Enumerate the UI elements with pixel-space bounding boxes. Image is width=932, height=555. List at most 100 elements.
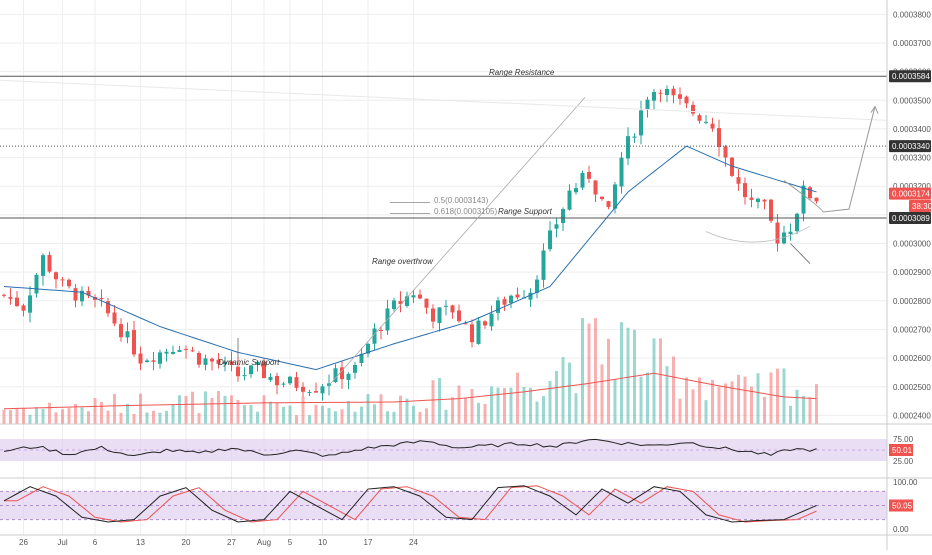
candle-body[interactable] — [463, 323, 468, 325]
projection-arrow[interactable] — [783, 106, 876, 213]
candle-body[interactable] — [496, 300, 500, 313]
candle-body[interactable] — [229, 361, 234, 365]
candle-body[interactable] — [314, 391, 318, 393]
candle-body[interactable] — [223, 361, 227, 365]
candle-body[interactable] — [47, 254, 52, 272]
candle-body[interactable] — [405, 296, 409, 307]
candle-body[interactable] — [717, 128, 721, 148]
candle-body[interactable] — [808, 187, 812, 199]
candle-body[interactable] — [366, 343, 370, 354]
candle-body[interactable] — [236, 366, 240, 377]
candle-body[interactable] — [567, 190, 572, 210]
candle-body[interactable] — [60, 279, 65, 281]
candle-body[interactable] — [424, 298, 429, 308]
candle-body[interactable] — [639, 110, 643, 136]
candle-body[interactable] — [574, 188, 578, 193]
candle-body[interactable] — [782, 232, 786, 244]
candle-body[interactable] — [346, 373, 351, 380]
drawings[interactable] — [0, 75, 888, 386]
candle-body[interactable] — [216, 359, 221, 364]
candle-body[interactable] — [665, 89, 669, 96]
candle-body[interactable] — [242, 375, 247, 377]
candle-body[interactable] — [736, 177, 741, 184]
candle-body[interactable] — [54, 272, 58, 280]
candle-body[interactable] — [177, 349, 182, 353]
range-resistance-label[interactable]: Range Resistance — [489, 68, 555, 77]
candle-body[interactable] — [320, 386, 325, 394]
candle-body[interactable] — [769, 199, 773, 221]
candle-body[interactable] — [288, 376, 292, 384]
candle-body[interactable] — [541, 250, 546, 280]
candle-body[interactable] — [106, 301, 110, 314]
candle-body[interactable] — [210, 358, 214, 362]
candle-body[interactable] — [67, 279, 71, 287]
candle-body[interactable] — [704, 121, 708, 123]
candle-body[interactable] — [158, 352, 162, 364]
candle-body[interactable] — [606, 201, 611, 208]
candle-body[interactable] — [28, 295, 32, 313]
candle-body[interactable] — [411, 295, 416, 298]
candle-body[interactable] — [684, 96, 689, 104]
candle-body[interactable] — [249, 365, 253, 375]
candle-body[interactable] — [548, 230, 552, 250]
candle-body[interactable] — [112, 312, 117, 324]
candle-body[interactable] — [197, 352, 201, 365]
candle-body[interactable] — [15, 297, 19, 307]
candle-body[interactable] — [34, 274, 39, 294]
candle-body[interactable] — [788, 231, 793, 235]
candle-body[interactable] — [190, 350, 195, 352]
candle-body[interactable] — [444, 305, 448, 307]
candle-body[interactable] — [535, 279, 539, 293]
candle-body[interactable] — [756, 198, 760, 203]
candle-body[interactable] — [301, 386, 305, 392]
candle-body[interactable] — [171, 351, 175, 354]
candle-body[interactable] — [418, 294, 422, 299]
candle-body[interactable] — [561, 209, 565, 224]
candle-body[interactable] — [379, 330, 383, 332]
candle-body[interactable] — [645, 99, 650, 110]
candle-body[interactable] — [275, 375, 279, 386]
candle-body[interactable] — [710, 123, 715, 129]
candle-body[interactable] — [138, 353, 143, 364]
candle-body[interactable] — [457, 310, 461, 322]
dynamic-support-label[interactable]: Dynamic Support — [218, 358, 280, 367]
candle-body[interactable] — [262, 361, 266, 379]
candle-body[interactable] — [398, 301, 403, 305]
candle-body[interactable] — [691, 104, 695, 114]
candle-body[interactable] — [327, 383, 331, 386]
candle-body[interactable] — [730, 157, 734, 176]
candle-body[interactable] — [184, 348, 188, 350]
candle-body[interactable] — [554, 224, 559, 229]
candle-body[interactable] — [132, 330, 136, 355]
candle-body[interactable] — [600, 196, 604, 200]
candle-body[interactable] — [502, 299, 507, 305]
candle-body[interactable] — [509, 295, 513, 304]
candle-body[interactable] — [723, 146, 728, 158]
candle-body[interactable] — [801, 185, 806, 214]
candle-body[interactable] — [203, 358, 208, 365]
candle-body[interactable] — [652, 92, 656, 101]
candle-body[interactable] — [431, 308, 435, 322]
candle-body[interactable] — [372, 328, 377, 344]
candle-body[interactable] — [99, 298, 104, 300]
candle-body[interactable] — [437, 307, 442, 324]
candle-body[interactable] — [281, 383, 286, 385]
candle-body[interactable] — [470, 324, 474, 343]
candle-body[interactable] — [145, 360, 149, 363]
candles[interactable] — [2, 85, 819, 401]
candle-body[interactable] — [119, 324, 123, 338]
range-overthrow-label[interactable]: Range overthrow — [372, 257, 434, 266]
candle-body[interactable] — [294, 377, 299, 388]
candle-body[interactable] — [21, 305, 26, 311]
candle-body[interactable] — [626, 136, 630, 159]
candle-body[interactable] — [658, 92, 663, 94]
candle-body[interactable] — [41, 255, 45, 276]
candle-body[interactable] — [587, 171, 591, 179]
candle-body[interactable] — [613, 184, 617, 209]
candle-body[interactable] — [678, 94, 682, 99]
candle-body[interactable] — [73, 288, 78, 301]
candle-body[interactable] — [151, 360, 156, 362]
candle-body[interactable] — [268, 376, 273, 381]
